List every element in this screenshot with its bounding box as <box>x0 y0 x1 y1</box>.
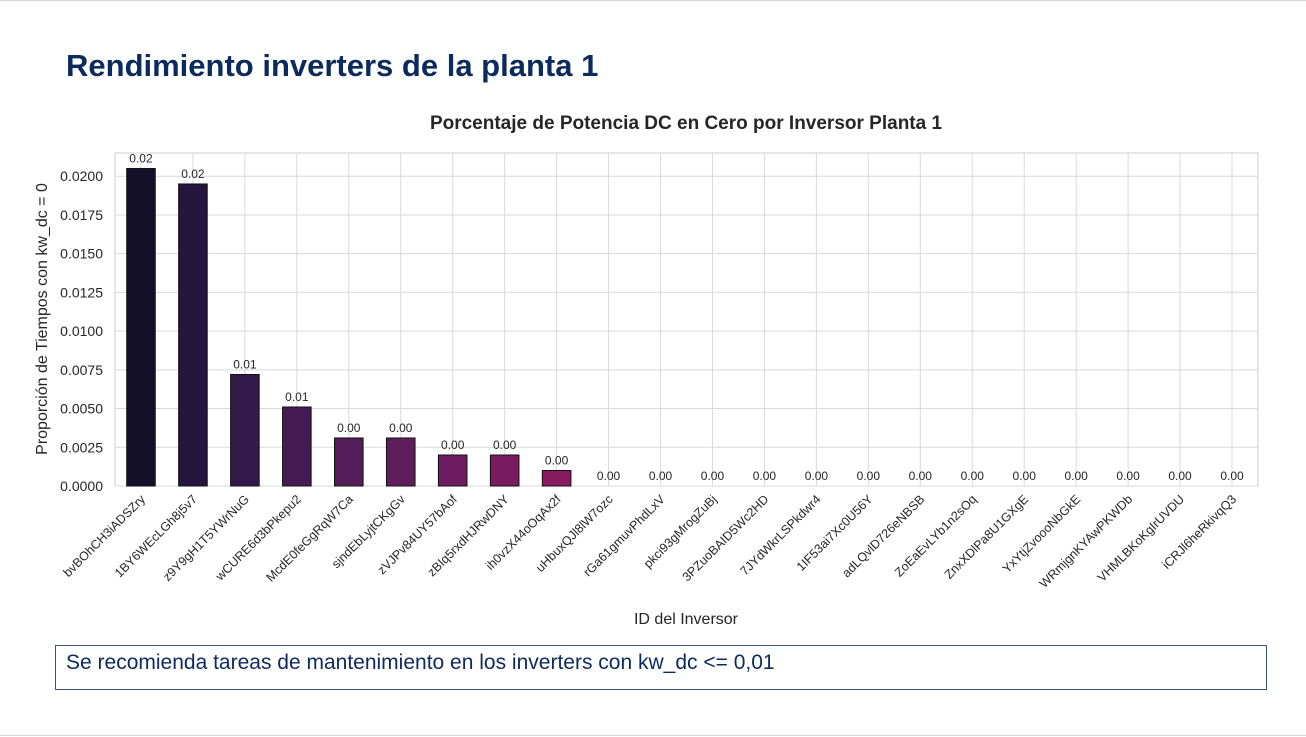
bar-chart: Porcentaje de Potencia DC en Cero por In… <box>34 113 1259 628</box>
y-axis-ticks: 0.0000 0.0025 0.0050 0.0075 0.0100 0.0125 0.01… <box>60 168 103 494</box>
bar-value-label: 0.01 <box>285 390 309 404</box>
bars <box>126 167 572 487</box>
bar-value-label: 0.02 <box>129 151 153 165</box>
bottom-rule <box>0 735 1306 736</box>
bar-value-label: 0.00 <box>389 421 413 435</box>
x-axis-ticks: bvBOhCH3iADSZry1BY6WEcLGh8j5v7z9Y9gH1T5Y… <box>61 492 1240 591</box>
y-tick-label: 0.0050 <box>60 401 103 417</box>
chart-container: Porcentaje de Potencia DC en Cero por In… <box>0 100 1306 640</box>
slide-title: Rendimiento inverters de la planta 1 <box>66 48 599 83</box>
bar-value-label: 0.00 <box>1220 469 1244 483</box>
bar-value-label: 0.00 <box>493 438 517 452</box>
bar-value-label: 0.02 <box>181 167 205 181</box>
y-tick-label: 0.0200 <box>60 168 103 184</box>
data-labels: 0.02 0.02 0.01 0.01 0.00 0.00 0.00 0.00 0.00 0.00… <box>129 151 1244 483</box>
bar-value-label: 0.00 <box>1116 469 1140 483</box>
bar-value-label: 0.00 <box>1013 469 1037 483</box>
bar <box>126 167 156 487</box>
bar <box>437 454 468 487</box>
bar <box>541 470 572 487</box>
bar-value-label: 0.00 <box>701 469 725 483</box>
bar-value-label: 0.00 <box>857 469 881 483</box>
y-tick-label: 0.0175 <box>60 207 103 223</box>
bar-value-label: 0.00 <box>337 421 361 435</box>
bar-value-label: 0.00 <box>545 454 569 468</box>
x-tick-label: wCURE6d3bPkepu2 <box>212 492 304 584</box>
y-tick-label: 0.0100 <box>60 323 103 339</box>
bar-value-label: 0.00 <box>1168 469 1192 483</box>
x-axis-label: ID del Inversor <box>634 611 739 628</box>
bar <box>178 183 208 487</box>
chart-title: Porcentaje de Potencia DC en Cero por In… <box>430 113 943 134</box>
bar-value-label: 0.00 <box>961 469 985 483</box>
bar-value-label: 0.00 <box>909 469 933 483</box>
bar <box>385 437 416 487</box>
bar-value-label: 0.00 <box>649 469 673 483</box>
bar-value-label: 0.00 <box>805 469 829 483</box>
x-tick-label: VHMLBKoKgIrUVDU <box>1095 492 1187 584</box>
y-tick-label: 0.0125 <box>60 284 103 300</box>
bar <box>334 437 364 487</box>
recommendation-note: Se recomienda tareas de mantenimiento en… <box>55 645 1267 690</box>
bar <box>230 373 260 487</box>
x-tick-label: 3PZuoBAID5Wc2HD <box>680 492 772 584</box>
y-axis-label: Proporción de Tiempos con kw_dc = 0 <box>34 183 51 455</box>
bar-value-label: 0.00 <box>441 438 465 452</box>
x-tick-label: McdE0feGgRqW7Ca <box>263 492 355 584</box>
x-tick-label: WRmjgnKYAwPKWDb <box>1037 492 1136 591</box>
bar-value-label: 0.01 <box>233 357 257 371</box>
y-tick-label: 0.0025 <box>60 439 103 455</box>
bar-value-label: 0.00 <box>1064 469 1088 483</box>
y-tick-label: 0.0150 <box>60 246 103 262</box>
y-tick-label: 0.0000 <box>60 478 103 494</box>
y-tick-label: 0.0075 <box>60 362 103 378</box>
bar <box>282 406 312 487</box>
x-tick-label: z9Y9gH1T5YWrNuG <box>160 492 252 584</box>
bar-value-label: 0.00 <box>753 469 777 483</box>
top-rule <box>0 0 1306 1</box>
bar <box>489 454 520 487</box>
bar-value-label: 0.00 <box>597 469 621 483</box>
